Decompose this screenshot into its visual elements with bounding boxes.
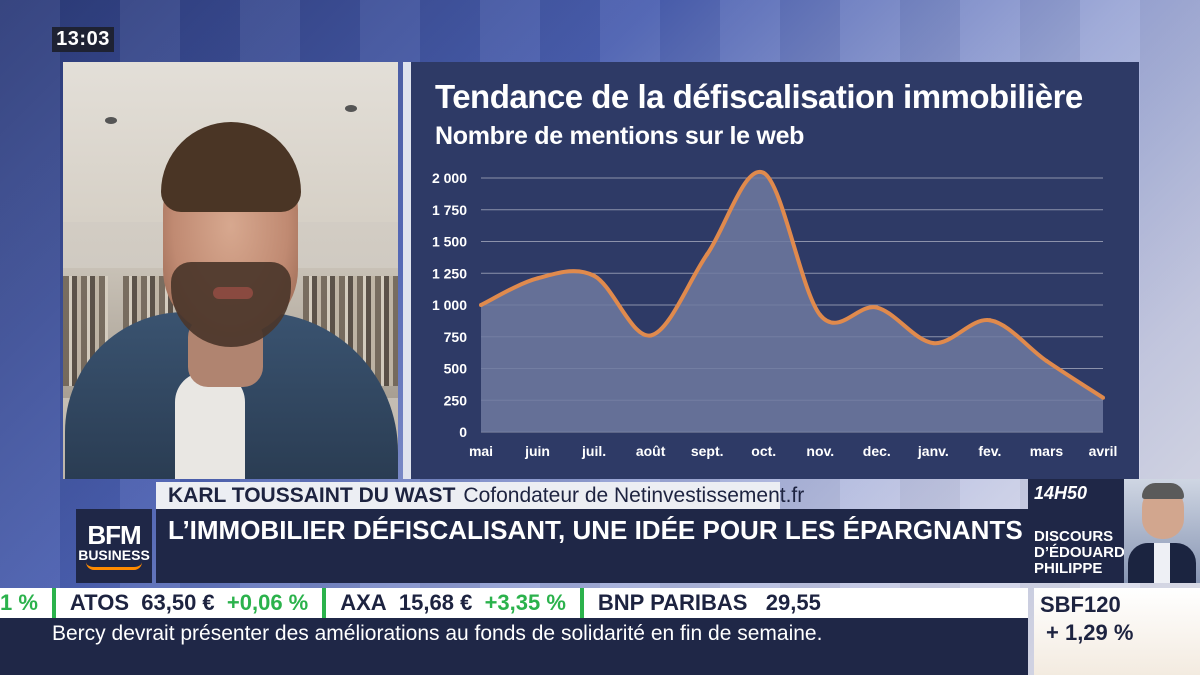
bfm-business-logo: BFM BUSINESS	[76, 509, 152, 583]
guest-role: Cofondateur de Netinvestissement.fr	[463, 483, 805, 507]
upcoming-time: 14H50	[1034, 483, 1088, 503]
upcoming-text: DISCOURS D’ÉDOUARD PHILIPPE	[1034, 528, 1125, 577]
ticker-stock-bnp: BNP PARIBAS 29,55	[598, 590, 821, 616]
x-tick-label: avril	[1089, 443, 1118, 459]
y-tick-label: 500	[444, 361, 468, 377]
stock-change: +3,35 %	[484, 590, 566, 615]
x-tick-label: dec.	[863, 443, 891, 459]
logo-text-business: BUSINESS	[78, 547, 150, 563]
y-tick-label: 750	[444, 329, 468, 345]
chart-title: Tendance de la défiscalisation immobiliè…	[435, 78, 1083, 115]
area-fill	[481, 171, 1103, 432]
x-tick-label: mars	[1030, 443, 1064, 459]
guest-name: KARL TOUSSAINT DU WAST	[168, 483, 456, 507]
ticker-stock-axa: AXA 15,68 € +3,35 %	[340, 590, 566, 616]
x-tick-label: oct.	[751, 443, 776, 459]
chart-subtitle: Nombre de mentions sur le web	[435, 122, 805, 150]
y-tick-label: 2 000	[432, 170, 467, 186]
y-tick-label: 250	[444, 392, 468, 408]
data-point-mars	[1044, 358, 1049, 363]
x-tick-label: juin	[524, 443, 550, 459]
x-tick-label: janv.	[917, 443, 949, 459]
ticker-separator	[322, 588, 327, 618]
ticker-fragment: 1 %	[0, 590, 38, 615]
ceiling-light	[345, 105, 357, 112]
data-point-mai	[479, 303, 483, 307]
headline: L’IMMOBILIER DÉFISCALISANT, UNE IDÉE POU…	[156, 509, 1028, 583]
stock-price: 29,55	[765, 590, 821, 615]
x-tick-label: fev.	[978, 443, 1001, 459]
y-tick-label: 1 750	[432, 202, 467, 218]
data-point-dec.	[874, 305, 879, 310]
data-point-sept.	[705, 252, 710, 257]
data-point-oct.	[761, 170, 766, 175]
ticker-separator	[51, 588, 56, 618]
news-crawl: Bercy devrait présenter des amélioration…	[0, 618, 1028, 675]
data-point-août	[648, 333, 653, 338]
portrait-shirt	[1154, 543, 1170, 583]
stock-name: AXA	[340, 590, 387, 615]
ticker-separator	[579, 588, 584, 618]
data-point-janv.	[931, 341, 936, 346]
x-tick-label: nov.	[806, 443, 834, 459]
guest-name-bar: KARL TOUSSAINT DU WAST Cofondateur de Ne…	[156, 482, 804, 509]
logo-text-bfm: BFM	[87, 520, 141, 550]
x-tick-label: août	[636, 443, 666, 459]
stock-price: 63,50 €	[141, 590, 215, 615]
ticker-stock-atos: ATOS 63,50 € +0,06 %	[70, 590, 308, 616]
stock-change: +0,06 %	[226, 590, 309, 615]
guest-camera-feed	[63, 62, 398, 479]
y-tick-label: 0	[459, 424, 467, 440]
stock-price: 15,68 €	[398, 590, 473, 615]
stock-name: BNP PARIBAS	[597, 590, 748, 615]
x-tick-label: juil.	[581, 443, 606, 459]
data-point-fev.	[987, 318, 992, 323]
data-point-nov.	[818, 313, 823, 318]
index-name: SBF120	[1040, 592, 1121, 617]
index-change: + 1,29 %	[1046, 620, 1134, 645]
data-point-avril	[1101, 395, 1105, 400]
data-point-juin	[535, 276, 540, 281]
x-tick-label: mai	[469, 443, 493, 459]
stock-name: ATOS	[69, 590, 130, 615]
clock: 13:03	[52, 27, 114, 52]
data-point-juil.	[592, 273, 597, 278]
index-box: SBF120 + 1,29 %	[1034, 588, 1200, 675]
portrait-hair	[1142, 483, 1184, 499]
x-tick-label: sept.	[691, 443, 724, 459]
chart-panel: Tendance de la défiscalisation immobiliè…	[403, 62, 1139, 479]
ceiling-light	[105, 117, 117, 124]
speaker-portrait	[1124, 479, 1200, 583]
y-tick-label: 1 000	[432, 297, 467, 313]
y-tick-label: 1 250	[432, 265, 467, 281]
logo-swoosh-icon	[86, 562, 142, 570]
guest-mouth	[213, 287, 253, 299]
upcoming-program-box: 14H50 DISCOURS D’ÉDOUARD PHILIPPE	[1028, 479, 1200, 583]
guest-shirt	[175, 372, 245, 479]
stock-ticker: 1 % ATOS 63,50 € +0,06 % AXA 15,68 € +3,…	[0, 588, 1028, 618]
y-tick-label: 1 500	[432, 234, 467, 250]
